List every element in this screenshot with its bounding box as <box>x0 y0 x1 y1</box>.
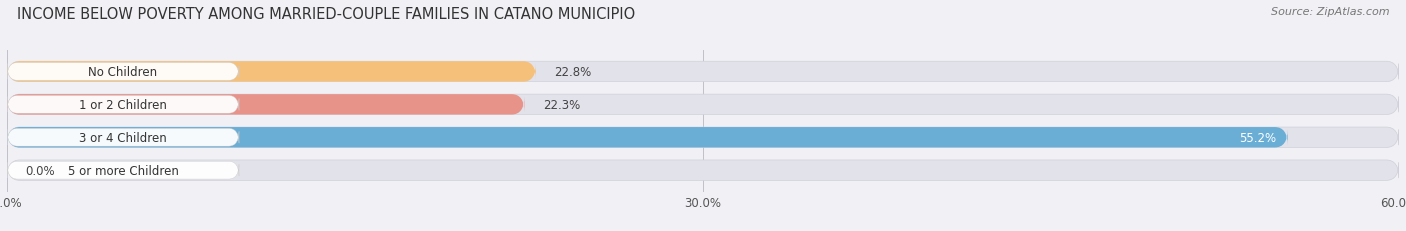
Text: 1 or 2 Children: 1 or 2 Children <box>79 98 167 111</box>
FancyBboxPatch shape <box>7 161 239 179</box>
Text: 55.2%: 55.2% <box>1239 131 1277 144</box>
FancyBboxPatch shape <box>7 128 1399 148</box>
Text: INCOME BELOW POVERTY AMONG MARRIED-COUPLE FAMILIES IN CATANO MUNICIPIO: INCOME BELOW POVERTY AMONG MARRIED-COUPL… <box>17 7 636 22</box>
Text: 5 or more Children: 5 or more Children <box>67 164 179 177</box>
Text: 3 or 4 Children: 3 or 4 Children <box>79 131 167 144</box>
FancyBboxPatch shape <box>7 96 239 114</box>
FancyBboxPatch shape <box>7 128 1288 148</box>
FancyBboxPatch shape <box>7 129 239 146</box>
FancyBboxPatch shape <box>7 160 1399 181</box>
Text: No Children: No Children <box>89 66 157 79</box>
Text: 0.0%: 0.0% <box>25 164 55 177</box>
FancyBboxPatch shape <box>7 95 524 115</box>
Text: 22.8%: 22.8% <box>554 66 592 79</box>
FancyBboxPatch shape <box>7 63 239 81</box>
FancyBboxPatch shape <box>7 62 1399 82</box>
FancyBboxPatch shape <box>7 62 536 82</box>
FancyBboxPatch shape <box>7 95 1399 115</box>
Text: 22.3%: 22.3% <box>543 98 581 111</box>
Text: Source: ZipAtlas.com: Source: ZipAtlas.com <box>1271 7 1389 17</box>
